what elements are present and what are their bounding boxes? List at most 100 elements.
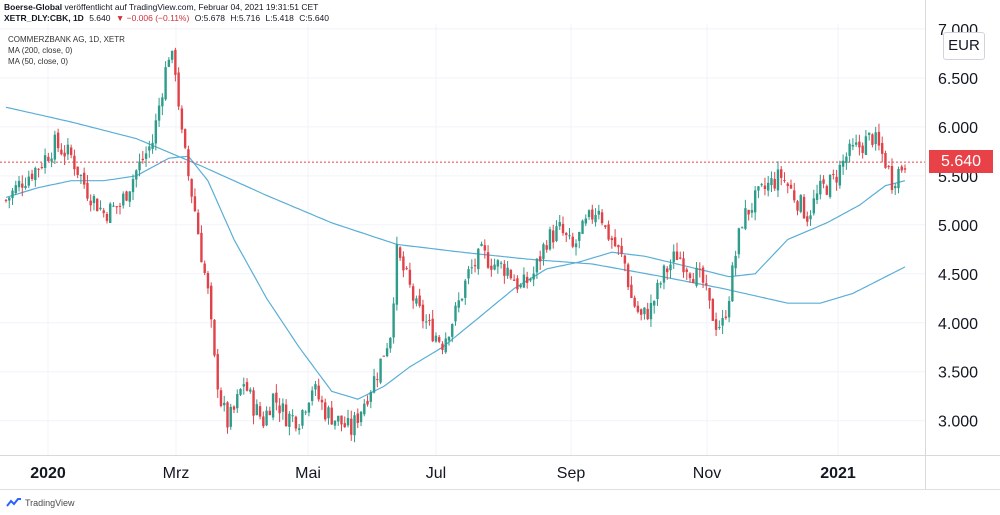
candle-body — [310, 390, 314, 401]
candle — [340, 415, 343, 432]
candle-body — [457, 300, 460, 308]
candle — [874, 126, 877, 151]
candle — [773, 171, 776, 191]
candle — [532, 266, 535, 287]
candle — [40, 162, 44, 170]
candle — [636, 301, 640, 314]
tradingview-logo-icon[interactable] — [6, 498, 22, 508]
publisher-name[interactable]: Boerse-Global — [4, 2, 63, 12]
candle — [604, 225, 607, 230]
candle — [750, 202, 754, 218]
candle-body — [467, 269, 470, 279]
candle-body — [424, 321, 428, 323]
candle — [11, 188, 14, 206]
y-tick-label: 3.500 — [938, 365, 978, 382]
candle-body — [330, 407, 333, 425]
currency-button[interactable]: EUR — [943, 32, 985, 60]
candle — [656, 279, 659, 307]
legend-ma200[interactable]: MA (200, close, 0) — [8, 46, 73, 55]
candle-body — [535, 258, 539, 273]
candle-body — [776, 169, 780, 191]
candle — [89, 194, 92, 212]
candle-body — [656, 282, 659, 300]
candle — [721, 309, 724, 335]
candle-body — [118, 205, 122, 207]
candle — [359, 411, 363, 427]
candle-body — [63, 152, 66, 157]
candle-body — [568, 235, 571, 237]
candle — [428, 313, 431, 326]
candle — [480, 241, 483, 247]
candle-body — [529, 278, 532, 281]
candle-body — [291, 415, 294, 417]
y-tick-label: 4.500 — [938, 267, 978, 284]
candle-body — [545, 245, 548, 250]
candle — [486, 245, 490, 269]
candle-body — [841, 160, 845, 167]
candle-body — [350, 418, 353, 435]
candle — [262, 411, 265, 429]
candle-body — [711, 299, 715, 321]
candle — [639, 308, 643, 321]
price-change: ▼ −0.006 (−0.11%) — [115, 13, 190, 23]
candle-body — [561, 223, 565, 234]
candle — [685, 267, 688, 280]
candle-body — [53, 134, 57, 160]
candle — [203, 260, 206, 276]
candle — [701, 265, 705, 289]
candle — [522, 267, 526, 289]
candle — [350, 410, 353, 441]
candle-body — [11, 190, 14, 199]
candle-body — [444, 338, 447, 353]
candle — [385, 342, 389, 358]
candle — [421, 299, 425, 329]
candle-body — [828, 174, 832, 197]
legend-title: COMMERZBANK AG, 1D, XETR — [8, 35, 125, 44]
candle-body — [871, 134, 874, 145]
candle — [737, 227, 741, 259]
candle — [17, 175, 21, 192]
candle-body — [50, 158, 53, 162]
candle-body — [819, 180, 822, 195]
candle-body — [324, 402, 327, 420]
candle — [369, 389, 373, 409]
candle — [8, 196, 11, 209]
candle — [356, 408, 359, 429]
candle — [389, 337, 392, 353]
candle — [490, 258, 493, 277]
candle-body — [747, 209, 750, 215]
tradingview-brand[interactable]: TradingView — [25, 498, 75, 508]
candle — [731, 262, 734, 302]
candle — [594, 208, 597, 227]
candle-body — [679, 257, 682, 259]
candle-body — [304, 411, 307, 413]
candle-body — [584, 218, 587, 224]
candle — [239, 388, 242, 397]
candle-body — [102, 210, 105, 214]
high-value: H:5.716 — [230, 13, 261, 23]
candle — [398, 246, 402, 261]
candle-body — [578, 232, 581, 241]
candle-body — [516, 278, 519, 290]
low-value: L:5.418 — [265, 13, 294, 23]
candle-body — [389, 337, 392, 349]
chart-legend: COMMERZBANK AG, 1D, XETR MA (200, close,… — [8, 34, 125, 67]
candle-body — [40, 166, 44, 168]
candle-body — [86, 182, 89, 199]
candle — [757, 186, 760, 199]
candle-body — [398, 247, 402, 258]
candle-body — [37, 168, 40, 170]
candle-body — [421, 304, 425, 322]
candle — [223, 395, 226, 412]
candle — [613, 229, 617, 248]
candle-body — [14, 185, 17, 194]
candle — [880, 136, 884, 163]
close-value: C:5.640 — [299, 13, 330, 23]
candle — [27, 170, 31, 189]
candle-body — [496, 260, 500, 267]
candle-body — [542, 244, 545, 259]
legend-ma50[interactable]: MA (50, close, 0) — [8, 57, 69, 66]
candle — [578, 231, 581, 249]
candle — [473, 258, 477, 273]
